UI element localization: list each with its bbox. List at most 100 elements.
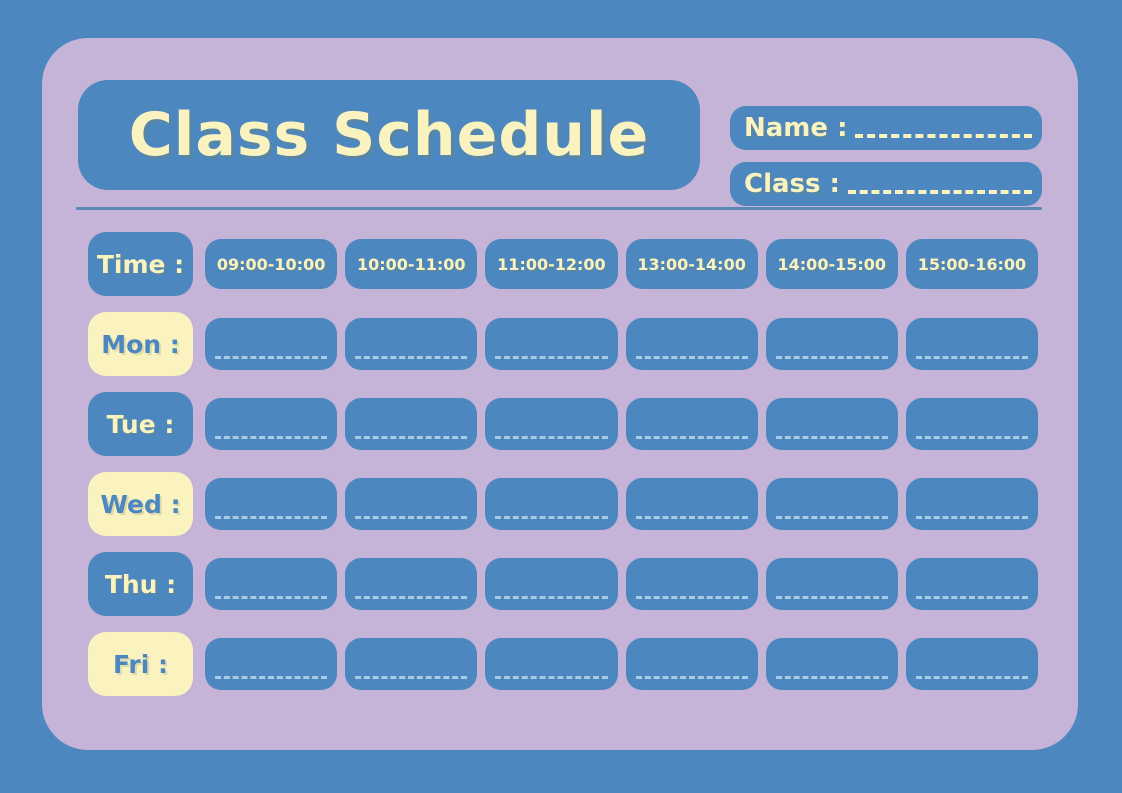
header-divider xyxy=(76,207,1042,210)
entry-list-wed xyxy=(205,478,1039,530)
entry-wed-5[interactable] xyxy=(765,478,898,530)
entry-tue-6[interactable] xyxy=(905,398,1039,450)
entry-writing-line xyxy=(775,516,888,519)
entry-list-tue xyxy=(205,398,1039,450)
entry-mon-2[interactable] xyxy=(345,318,478,370)
entry-mon-6[interactable] xyxy=(905,318,1039,370)
time-slot-3: 11:00-12:00 xyxy=(485,239,618,289)
entry-writing-line xyxy=(355,436,468,439)
day-label-thu: Thu : xyxy=(104,569,177,599)
entry-fri-4[interactable] xyxy=(625,638,758,690)
time-slot-4-label: 13:00-14:00 xyxy=(637,254,746,274)
entry-writing-line xyxy=(775,436,888,439)
entry-writing-line xyxy=(215,596,328,599)
entry-writing-line xyxy=(915,516,1029,519)
entry-writing-line xyxy=(495,356,608,359)
day-label-mon: Mon : xyxy=(101,329,180,359)
entry-writing-line xyxy=(635,596,748,599)
entry-tue-1[interactable] xyxy=(205,398,338,450)
time-slot-3-label: 11:00-12:00 xyxy=(497,254,606,274)
time-slot-6: 15:00-16:00 xyxy=(905,239,1039,289)
entry-tue-4[interactable] xyxy=(625,398,758,450)
entry-writing-line xyxy=(635,436,748,439)
entry-fri-1[interactable] xyxy=(205,638,338,690)
day-label-fri: Fri : xyxy=(112,649,169,679)
entry-thu-3[interactable] xyxy=(485,558,618,610)
day-row-mon: Mon : xyxy=(88,312,1039,376)
time-slot-5: 14:00-15:00 xyxy=(765,239,898,289)
entry-thu-1[interactable] xyxy=(205,558,338,610)
entry-writing-line xyxy=(495,516,608,519)
entry-mon-1[interactable] xyxy=(205,318,338,370)
entry-list-thu xyxy=(205,558,1039,610)
entry-mon-5[interactable] xyxy=(765,318,898,370)
entry-tue-2[interactable] xyxy=(345,398,478,450)
entry-writing-line xyxy=(495,596,608,599)
entry-writing-line xyxy=(915,436,1029,439)
time-slot-1-label: 09:00-10:00 xyxy=(216,254,326,274)
entry-writing-line xyxy=(635,516,748,519)
entry-writing-line xyxy=(915,596,1029,599)
name-field-writing-line[interactable] xyxy=(855,134,1032,138)
entry-writing-line xyxy=(495,676,608,679)
class-field-label: Class : xyxy=(744,169,840,199)
schedule-grid: Time : 09:00-10:00 10:00-11:00 11:00-12:… xyxy=(88,232,1039,696)
name-field[interactable]: Name : xyxy=(730,106,1042,150)
time-slot-2: 10:00-11:00 xyxy=(345,239,478,289)
time-slot-2-label: 10:00-11:00 xyxy=(357,254,466,274)
entry-writing-line xyxy=(215,516,328,519)
time-header-label: Time : xyxy=(96,249,185,279)
entry-writing-line xyxy=(915,676,1029,679)
time-header-label-cell: Time : xyxy=(88,232,193,296)
entry-fri-6[interactable] xyxy=(905,638,1039,690)
entry-mon-4[interactable] xyxy=(625,318,758,370)
entry-writing-line xyxy=(635,676,748,679)
day-row-fri: Fri : xyxy=(88,632,1039,696)
class-field-writing-line[interactable] xyxy=(847,190,1032,194)
entry-mon-3[interactable] xyxy=(485,318,618,370)
entry-thu-6[interactable] xyxy=(905,558,1039,610)
entry-thu-2[interactable] xyxy=(345,558,478,610)
entry-writing-line xyxy=(215,436,328,439)
entry-fri-2[interactable] xyxy=(345,638,478,690)
identity-fields: Name : Class : xyxy=(730,106,1042,218)
entry-writing-line xyxy=(355,676,468,679)
entry-thu-4[interactable] xyxy=(625,558,758,610)
day-label-cell-thu: Thu : xyxy=(88,552,193,616)
day-label-cell-mon: Mon : xyxy=(88,312,193,376)
entry-writing-line xyxy=(775,676,888,679)
time-slot-1: 09:00-10:00 xyxy=(205,239,338,289)
entry-writing-line xyxy=(775,596,888,599)
day-row-wed: Wed : xyxy=(88,472,1039,536)
day-row-tue: Tue : xyxy=(88,392,1039,456)
entry-writing-line xyxy=(215,676,328,679)
entry-thu-5[interactable] xyxy=(765,558,898,610)
day-label-tue: Tue : xyxy=(106,409,175,439)
day-label-cell-tue: Tue : xyxy=(88,392,193,456)
entry-writing-line xyxy=(635,356,748,359)
entry-tue-5[interactable] xyxy=(765,398,898,450)
entry-writing-line xyxy=(355,596,468,599)
header: Class Schedule Name : Class : xyxy=(78,80,1042,206)
time-slot-4: 13:00-14:00 xyxy=(625,239,758,289)
title-pill: Class Schedule xyxy=(78,80,700,190)
name-field-label: Name : xyxy=(744,113,848,143)
entry-wed-3[interactable] xyxy=(485,478,618,530)
entry-tue-3[interactable] xyxy=(485,398,618,450)
time-slot-list: 09:00-10:00 10:00-11:00 11:00-12:00 13:0… xyxy=(205,239,1039,289)
entry-wed-6[interactable] xyxy=(905,478,1039,530)
day-label-wed: Wed : xyxy=(100,489,181,519)
entry-wed-4[interactable] xyxy=(625,478,758,530)
entry-writing-line xyxy=(915,356,1029,359)
day-label-cell-fri: Fri : xyxy=(88,632,193,696)
entry-writing-line xyxy=(355,356,468,359)
entry-list-mon xyxy=(205,318,1039,370)
entry-fri-3[interactable] xyxy=(485,638,618,690)
entry-wed-1[interactable] xyxy=(205,478,338,530)
entry-writing-line xyxy=(775,356,888,359)
entry-fri-5[interactable] xyxy=(765,638,898,690)
entry-wed-2[interactable] xyxy=(345,478,478,530)
page-title: Class Schedule xyxy=(128,100,650,170)
entry-writing-line xyxy=(355,516,468,519)
class-field[interactable]: Class : xyxy=(730,162,1042,206)
